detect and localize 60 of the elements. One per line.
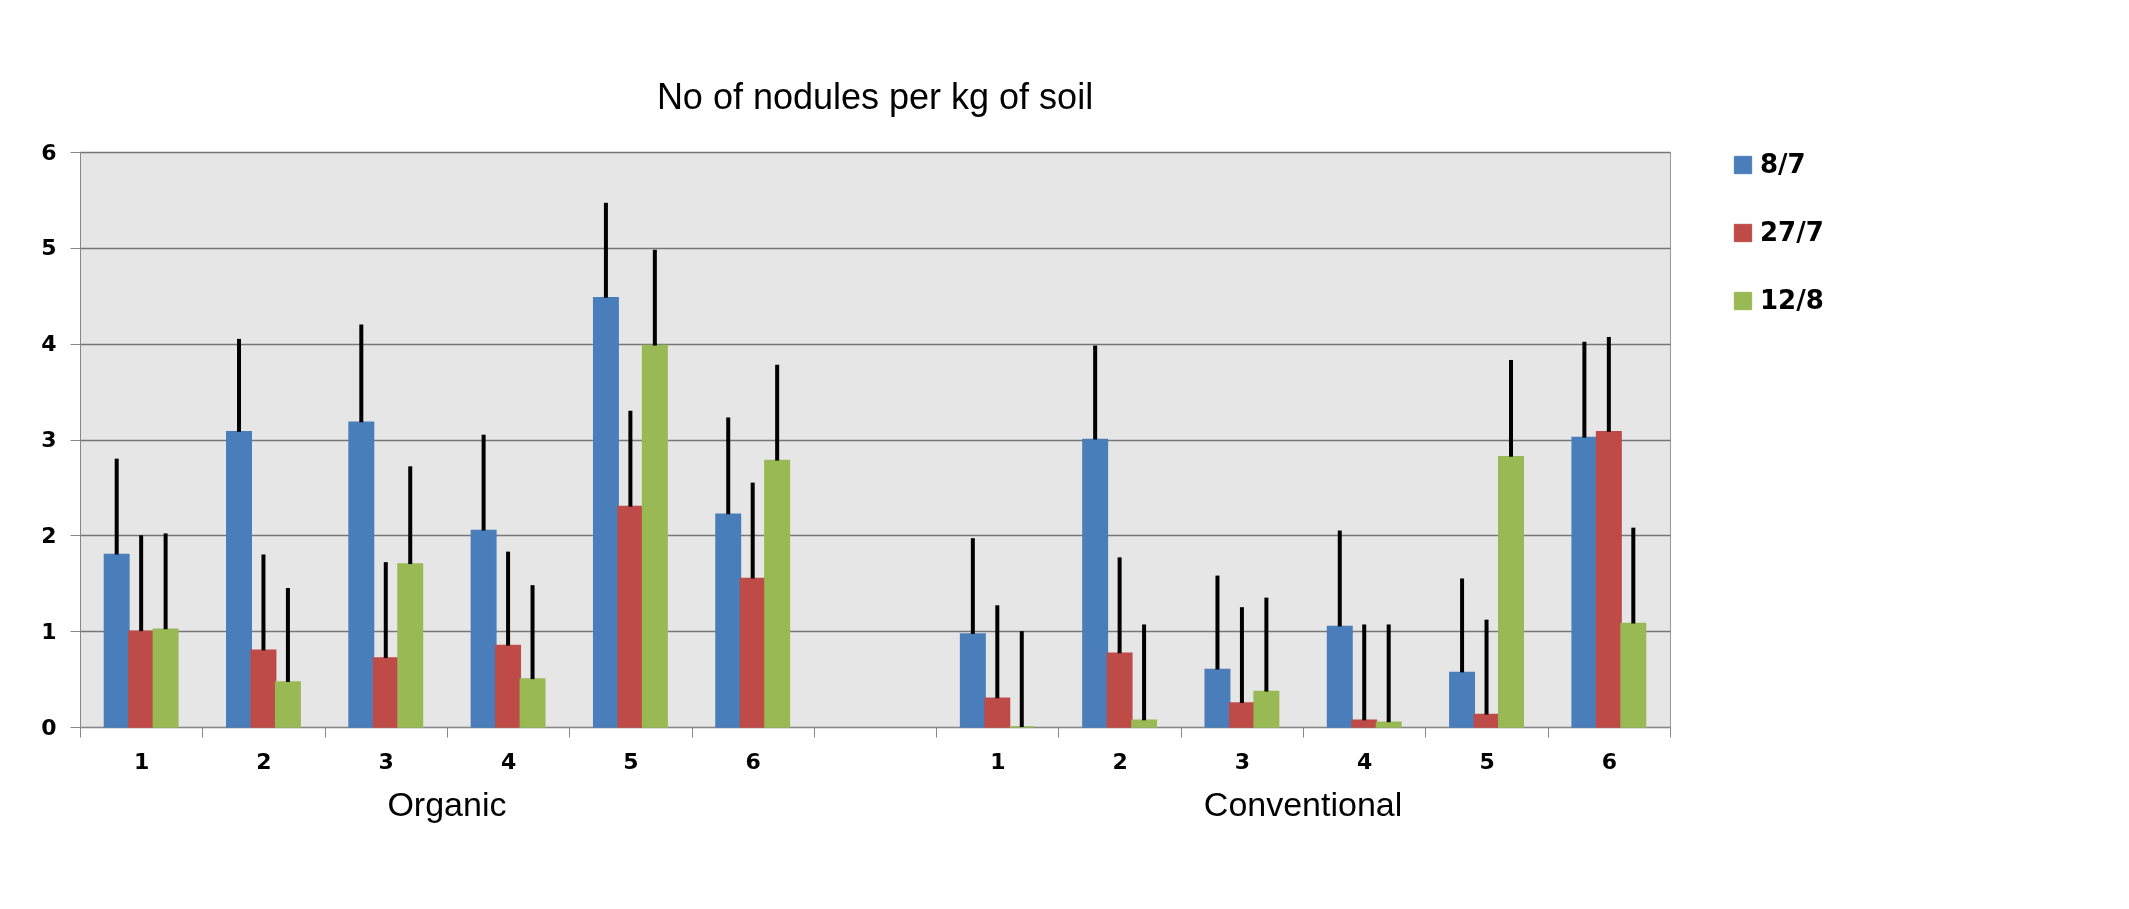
bar — [959, 633, 986, 728]
bar — [1595, 431, 1622, 728]
x-tick-label: 1 — [990, 748, 1006, 774]
x-tick-label: 6 — [1601, 748, 1617, 774]
bar — [274, 681, 301, 728]
y-tick-label: 2 — [41, 522, 57, 548]
y-tick-label: 4 — [41, 331, 57, 357]
bar — [1449, 671, 1476, 728]
x-tick-label: 5 — [623, 748, 639, 774]
bar — [1326, 625, 1353, 728]
x-tick-label: 4 — [1357, 748, 1373, 774]
bar — [592, 296, 619, 728]
bar — [1228, 702, 1255, 728]
y-tick-label: 1 — [41, 618, 57, 644]
legend-label: 8/7 — [1760, 149, 1806, 179]
y-tick-label: 0 — [41, 714, 57, 740]
bar — [128, 630, 155, 728]
x-tick-label: 2 — [256, 748, 272, 774]
bar — [226, 431, 252, 728]
bar — [519, 678, 546, 728]
bar — [1571, 436, 1598, 728]
chart-title: No of nodules per kg of soil — [656, 76, 1094, 117]
bar — [103, 553, 130, 728]
text: Organic — [387, 785, 507, 823]
bar — [1473, 713, 1500, 728]
text: Conventional — [1203, 785, 1403, 823]
bar — [1351, 719, 1378, 728]
bar — [641, 344, 668, 728]
bar — [617, 505, 644, 728]
bar — [348, 421, 375, 728]
x-tick-label: 4 — [500, 748, 517, 774]
bar — [1082, 438, 1109, 728]
bar — [715, 513, 742, 728]
x-tick-label: 2 — [1112, 748, 1128, 774]
bar — [1106, 652, 1133, 728]
bar — [1204, 668, 1231, 728]
bar — [1253, 690, 1280, 728]
x-tick-label: 3 — [1234, 748, 1251, 774]
bar — [1375, 721, 1402, 728]
legend-label: 27/7 — [1760, 217, 1824, 247]
bar — [1498, 456, 1524, 728]
bar — [397, 563, 424, 728]
bar — [152, 628, 179, 728]
y-tick-label: 5 — [41, 235, 57, 261]
bar — [372, 657, 399, 728]
bar — [764, 459, 791, 728]
x-tick-label: 1 — [134, 748, 150, 774]
bar — [250, 649, 277, 728]
bar — [984, 697, 1011, 728]
legend-label: 12/8 — [1760, 285, 1824, 315]
y-tick-label: 3 — [41, 427, 57, 452]
bar — [1131, 719, 1158, 728]
bar — [1620, 622, 1647, 728]
x-tick-label: 5 — [1479, 748, 1495, 774]
bar — [470, 529, 497, 728]
y-tick-label: 6 — [41, 139, 57, 165]
bar — [739, 577, 766, 728]
x-tick-label: 3 — [378, 748, 394, 774]
x-tick-label: 6 — [745, 748, 761, 774]
bar — [495, 644, 522, 728]
